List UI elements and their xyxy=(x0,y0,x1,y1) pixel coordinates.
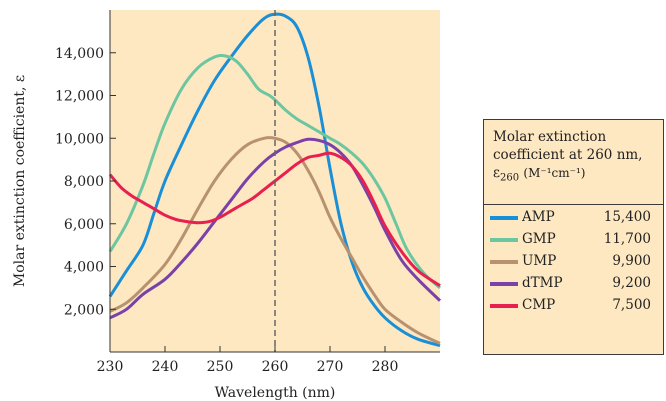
x-axis-ticks: 230 240 250 260 270 280 xyxy=(97,346,399,375)
y-tick-label: 8,000 xyxy=(64,174,104,190)
legend-swatch-cmp xyxy=(490,304,518,308)
legend-swatch-dtmp xyxy=(490,282,518,286)
legend-row-ump: UMP 9,900 xyxy=(484,250,663,272)
legend-swatch-gmp xyxy=(490,238,518,242)
y-axis-ticks: 2,000 4,000 6,000 8,000 10,000 12,000 14,000 xyxy=(55,46,116,318)
x-tick-label: 280 xyxy=(372,359,399,375)
series-line-amp xyxy=(108,12,441,348)
legend-header: Molar extinction coefficient at 260 nm, … xyxy=(484,120,663,205)
x-tick-label: 230 xyxy=(97,359,124,375)
legend-row-amp: AMP 15,400 xyxy=(484,206,663,228)
series-line-cmp xyxy=(108,151,441,287)
legend-row-gmp: GMP 11,700 xyxy=(484,228,663,250)
y-tick-label: 4,000 xyxy=(64,260,104,276)
legend-swatch-ump xyxy=(490,260,518,264)
legend: Molar extinction coefficient at 260 nm, … xyxy=(483,119,664,355)
y-tick-label: 6,000 xyxy=(64,217,104,233)
legend-header-line-3: ε260 (M⁻¹cm⁻¹) xyxy=(493,164,657,188)
legend-header-line-2: coefficient at 260 nm, xyxy=(493,147,643,163)
y-tick-label: 10,000 xyxy=(55,131,104,147)
legend-name-dtmp: dTMP xyxy=(522,275,563,291)
legend-row-dtmp: dTMP 9,200 xyxy=(484,272,663,294)
legend-value-amp: 15,400 xyxy=(603,209,651,225)
x-tick-label: 270 xyxy=(317,359,344,375)
legend-value-ump: 9,900 xyxy=(612,253,651,269)
epsilon-symbol: ε xyxy=(493,165,500,181)
series-line-ump xyxy=(109,136,441,345)
y-tick-label: 14,000 xyxy=(55,46,104,62)
series-line-dtmp xyxy=(109,137,442,320)
series-layer xyxy=(108,12,442,348)
y-tick-label: 2,000 xyxy=(64,302,104,318)
legend-name-cmp: CMP xyxy=(522,297,556,313)
legend-value-gmp: 11,700 xyxy=(603,231,651,247)
x-axis-title: Wavelength (nm) xyxy=(215,385,336,401)
legend-name-gmp: GMP xyxy=(522,231,556,247)
legend-value-dtmp: 9,200 xyxy=(612,275,651,291)
legend-swatch-amp xyxy=(490,216,518,220)
x-tick-label: 250 xyxy=(207,359,234,375)
y-tick-label: 12,000 xyxy=(55,89,104,105)
legend-name-ump: UMP xyxy=(522,253,557,269)
y-axis-title: Molar extinction coefficient, ε xyxy=(12,75,28,287)
legend-value-cmp: 7,500 xyxy=(612,297,651,313)
epsilon-subscript: 260 xyxy=(500,172,520,184)
x-tick-label: 240 xyxy=(152,359,179,375)
legend-row-cmp: CMP 7,500 xyxy=(484,294,663,316)
unit-label: (M⁻¹cm⁻¹) xyxy=(523,166,586,180)
x-tick-label: 260 xyxy=(262,359,289,375)
series-line-gmp xyxy=(108,53,442,290)
legend-header-line-1: Molar extinction xyxy=(493,129,607,145)
legend-name-amp: AMP xyxy=(522,209,555,225)
